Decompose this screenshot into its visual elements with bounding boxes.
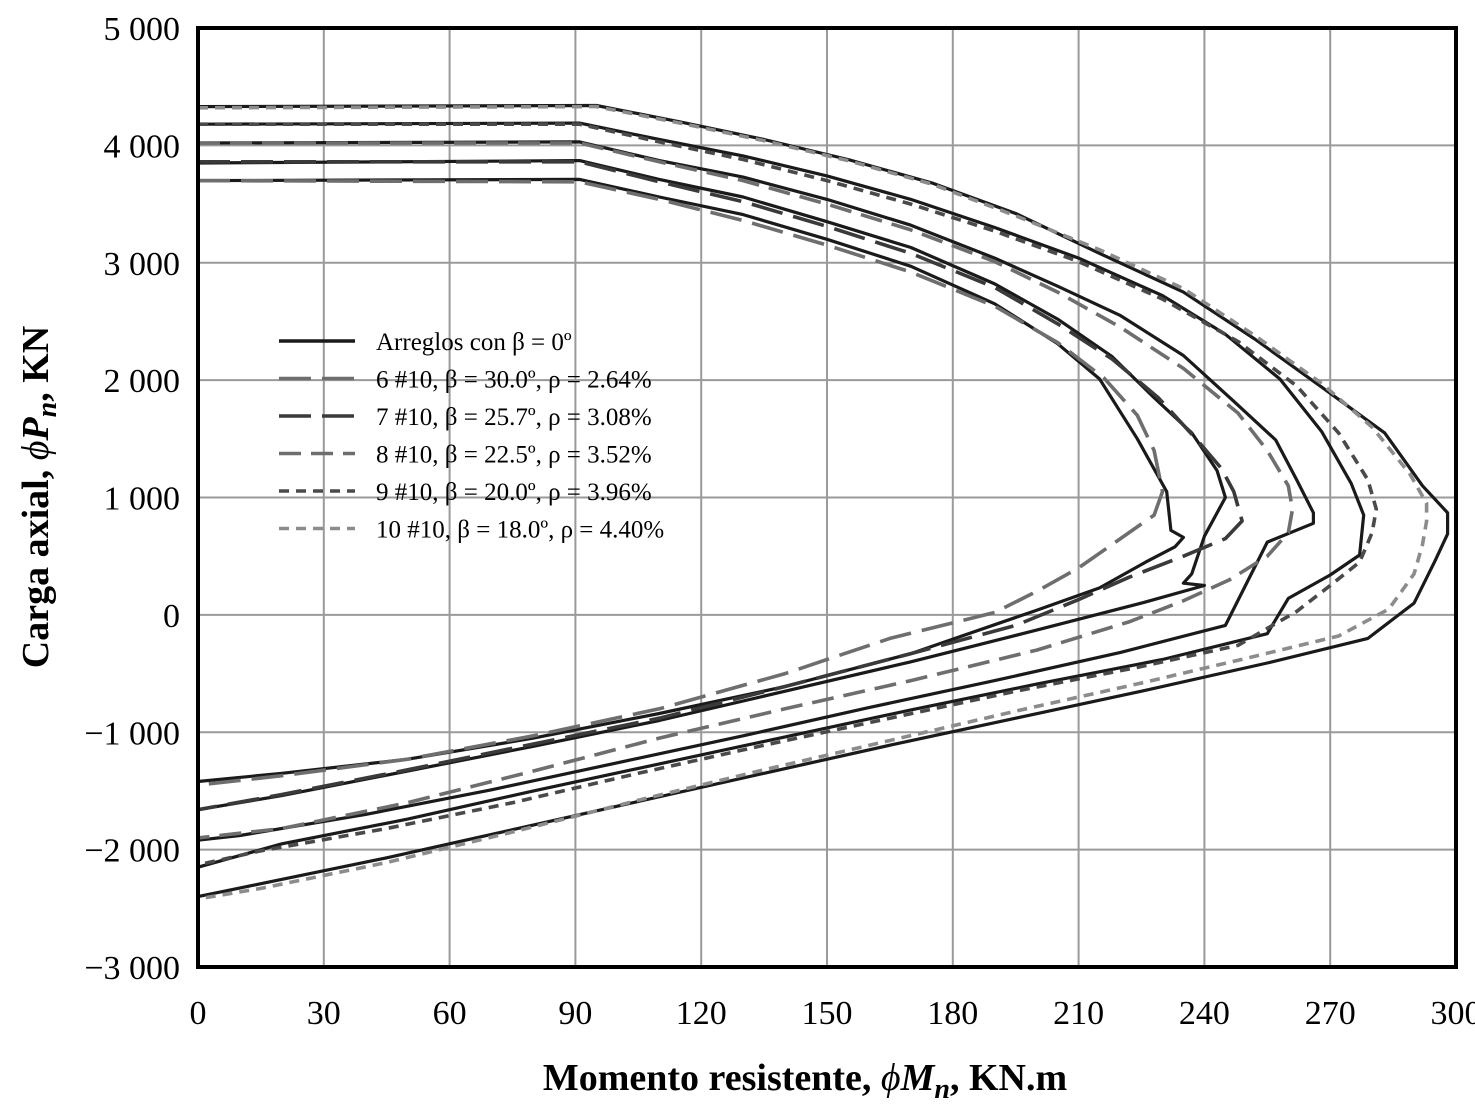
- series-line: [197, 160, 1244, 812]
- series-line: [197, 121, 1366, 869]
- x-tick-label: 300: [1431, 995, 1475, 1032]
- y-tick-label: 2 000: [104, 363, 181, 400]
- series-line: [197, 122, 1379, 867]
- series-line: [197, 159, 1227, 812]
- legend-label: 8 #10, β = 22.5º, ρ = 3.52%: [376, 442, 652, 469]
- legend: Arreglos con β = 0º 6 #10, β = 30.0º, ρ =…: [279, 329, 664, 544]
- series-line: [197, 104, 1429, 901]
- x-tick-label: 120: [676, 995, 727, 1032]
- x-tick-label: 240: [1179, 995, 1230, 1032]
- legend-label: Arreglos con β = 0º: [376, 329, 572, 356]
- x-tick-label: 180: [927, 995, 978, 1032]
- x-tick-label: 210: [1053, 995, 1104, 1032]
- x-axis-title-symbol: ϕ: [881, 1057, 901, 1099]
- x-tick-label: 60: [433, 995, 467, 1032]
- y-tick-label: −2 000: [84, 833, 180, 870]
- x-axis-title: Momento resistente, ϕMn, KN.m: [543, 1057, 1067, 1105]
- legend-label: 10 #10, β = 18.0º, ρ = 4.40%: [376, 517, 664, 544]
- x-tick-label: 150: [802, 995, 853, 1032]
- y-tick-label: 5 000: [104, 11, 181, 48]
- x-axis-ticks: 0 30 60 90 120 150 180 210 240 270 300: [190, 995, 1475, 1032]
- y-axis-ticks: 5 000 4 000 3 000 2 000 1 000 0 −1 000 −2 000 −3…: [84, 11, 180, 987]
- grid: [198, 28, 1456, 967]
- y-axis-title-var: P: [15, 417, 57, 442]
- y-tick-label: −3 000: [84, 950, 180, 987]
- y-axis-title: Carga axial, ϕPn, KN: [15, 326, 63, 668]
- y-axis-title-prefix: Carga axial,: [15, 460, 57, 668]
- series-line: [197, 141, 1295, 840]
- x-axis-title-sub: n: [934, 1074, 950, 1105]
- legend-label: 7 #10, β = 25.7º, ρ = 3.08%: [376, 404, 652, 431]
- x-tick-label: 30: [307, 995, 341, 1032]
- x-axis-title-var: M: [900, 1057, 936, 1099]
- y-tick-label: 3 000: [104, 246, 181, 283]
- series-line: [197, 140, 1315, 842]
- x-axis-title-prefix: Momento resistente,: [543, 1057, 881, 1099]
- series-line: [197, 177, 1185, 784]
- y-axis-title-sub: n: [32, 402, 63, 418]
- y-tick-label: 1 000: [104, 481, 181, 518]
- y-axis-title-suffix: , KN: [15, 326, 57, 402]
- legend-label: 6 #10, β = 30.0º, ρ = 2.64%: [376, 367, 652, 394]
- y-tick-label: 4 000: [104, 128, 181, 165]
- plot-frame: [196, 26, 1458, 969]
- x-tick-label: 270: [1305, 995, 1356, 1032]
- y-axis-title-symbol: ϕ: [15, 441, 57, 461]
- y-tick-label: 0: [163, 598, 180, 635]
- series-lines: [197, 103, 1450, 901]
- y-tick-label: −1 000: [84, 715, 180, 752]
- legend-label: 9 #10, β = 20.0º, ρ = 3.96%: [376, 479, 652, 506]
- x-axis-title-suffix: , KN.m: [950, 1057, 1067, 1099]
- x-tick-label: 90: [558, 995, 592, 1032]
- series-line: [197, 178, 1165, 787]
- x-tick-label: 0: [190, 995, 207, 1032]
